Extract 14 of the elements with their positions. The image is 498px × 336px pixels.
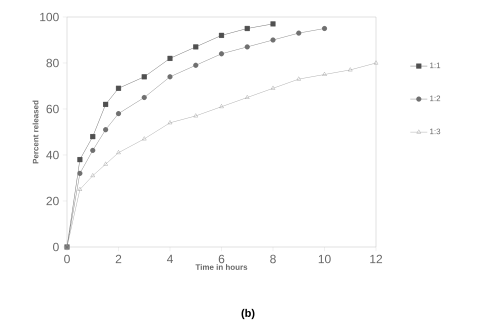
x-tick-label: 6 [218,254,224,264]
y-tick-label: 40 [46,150,59,160]
x-tick-label: 0 [64,254,70,264]
x-tick-label: 2 [116,254,122,264]
x-tick-label: 8 [270,254,276,264]
y-tick-label: 100 [40,12,59,22]
x-tick-label: 10 [318,254,331,264]
y-tick-label: 80 [46,58,59,68]
y-tick-label: 0 [53,242,59,252]
y-tick-label: 20 [46,196,59,206]
x-tick-label: 4 [166,254,173,263]
x-tick-label: 12 [370,254,382,264]
y-tick-label: 60 [46,104,59,114]
text: (b) [242,308,254,320]
